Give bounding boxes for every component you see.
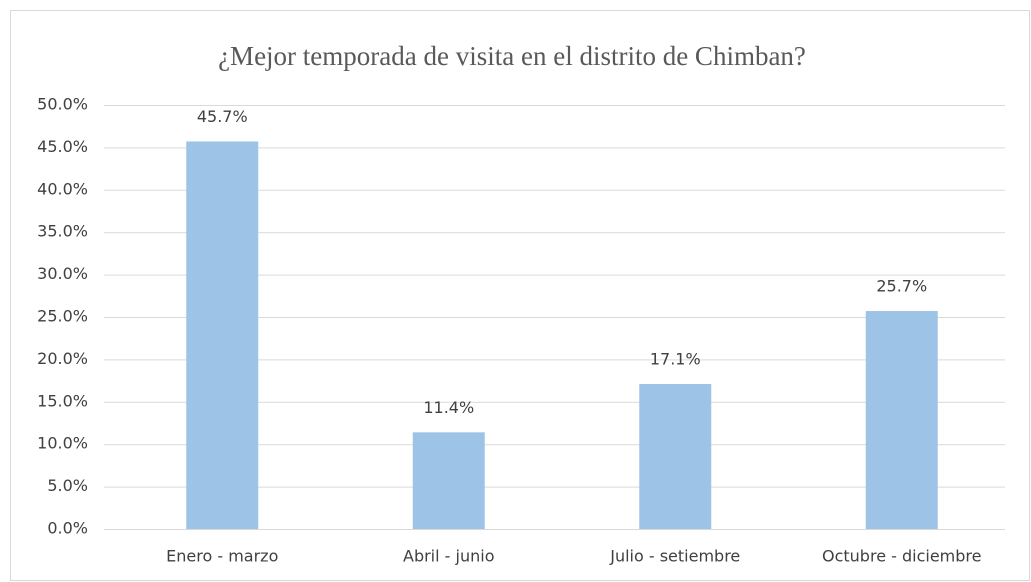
- y-tick-label: 10.0%: [37, 434, 88, 453]
- y-tick-label: 20.0%: [37, 349, 88, 368]
- value-label: 11.4%: [423, 398, 474, 417]
- x-tick-label: Julio - setiembre: [609, 547, 740, 566]
- bar: [639, 383, 712, 529]
- y-tick-label: 25.0%: [37, 307, 88, 326]
- y-tick-label: 50.0%: [37, 95, 88, 114]
- y-tick-label: 0.0%: [47, 519, 88, 538]
- bar: [865, 311, 938, 529]
- x-tick-label: Octubre - diciembre: [822, 547, 981, 566]
- y-tick-label: 30.0%: [37, 264, 88, 283]
- chart-title: ¿Mejor temporada de visita en el distrit…: [218, 41, 806, 71]
- value-label: 17.1%: [650, 349, 701, 368]
- x-tick-label: Abril - junio: [403, 547, 494, 566]
- y-tick-label: 40.0%: [37, 179, 88, 198]
- y-tick-label: 45.0%: [37, 137, 88, 156]
- bar: [412, 432, 485, 529]
- x-tick-label: Enero - marzo: [166, 547, 278, 566]
- y-tick-label: 5.0%: [47, 476, 88, 495]
- value-label: 25.7%: [876, 277, 927, 296]
- y-tick-label: 35.0%: [37, 222, 88, 241]
- value-label: 45.7%: [197, 107, 248, 126]
- bar: [186, 141, 259, 530]
- y-tick-label: 15.0%: [37, 391, 88, 410]
